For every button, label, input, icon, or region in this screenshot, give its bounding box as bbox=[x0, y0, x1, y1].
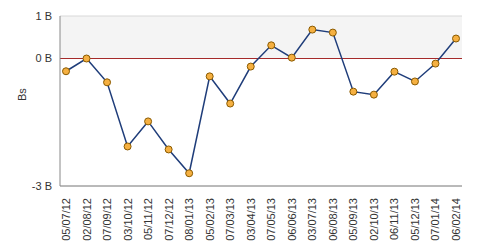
svg-text:06/11/13: 06/11/13 bbox=[388, 198, 400, 240]
svg-text:07/01/14: 07/01/14 bbox=[429, 198, 441, 241]
svg-text:03/07/13: 03/07/13 bbox=[306, 198, 318, 241]
svg-text:07/12/12: 07/12/12 bbox=[163, 198, 175, 241]
svg-text:07/09/12: 07/09/12 bbox=[101, 198, 113, 241]
svg-text:06/06/13: 06/06/13 bbox=[286, 198, 298, 241]
svg-text:0 B: 0 B bbox=[35, 52, 52, 64]
svg-text:07/03/13: 07/03/13 bbox=[224, 198, 236, 241]
svg-text:-3 B: -3 B bbox=[32, 180, 52, 192]
svg-text:05/12/13: 05/12/13 bbox=[409, 198, 421, 241]
svg-text:05/11/12: 05/11/12 bbox=[142, 198, 154, 240]
svg-text:06/02/14: 06/02/14 bbox=[450, 198, 462, 241]
svg-text:1 B: 1 B bbox=[35, 10, 52, 22]
svg-text:05/07/12: 05/07/12 bbox=[60, 198, 72, 241]
svg-text:06/08/13: 06/08/13 bbox=[327, 198, 339, 241]
svg-text:08/01/13: 08/01/13 bbox=[183, 198, 195, 241]
svg-text:Bs: Bs bbox=[16, 88, 28, 101]
svg-text:05/02/13: 05/02/13 bbox=[204, 198, 216, 241]
svg-text:05/09/13: 05/09/13 bbox=[347, 198, 359, 241]
svg-text:03/10/12: 03/10/12 bbox=[122, 198, 134, 241]
svg-text:03/04/13: 03/04/13 bbox=[245, 198, 257, 241]
svg-text:02/10/13: 02/10/13 bbox=[368, 198, 380, 241]
svg-text:07/05/13: 07/05/13 bbox=[265, 198, 277, 241]
svg-text:02/08/12: 02/08/12 bbox=[81, 198, 93, 241]
